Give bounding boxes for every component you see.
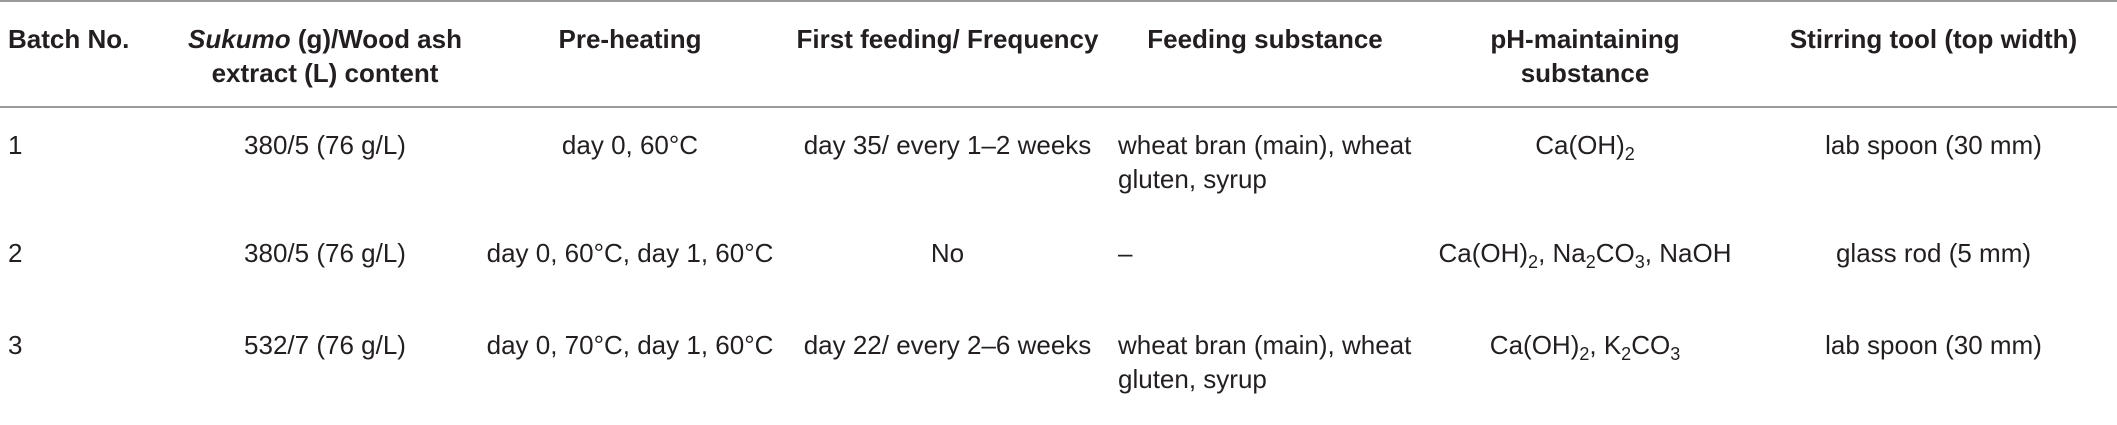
header-row: Batch No. Sukumo (g)/Wood ash extract (L… (0, 1, 2117, 107)
ph-subscript: 3 (1634, 252, 1645, 272)
cell-ph-substance: Ca(OH)2, K2CO3 (1420, 318, 1750, 410)
table-row: 3 532/7 (76 g/L) day 0, 70°C, day 1, 60°… (0, 318, 2117, 410)
cell-stirring-tool: lab spoon (30 mm) (1825, 130, 2042, 160)
header-sukumo-italic: Sukumo (188, 24, 291, 54)
ph-compound: Ca(OH) (1489, 330, 1580, 360)
cell-feeding-substance: wheat bran (main), wheat gluten, syrup (1118, 330, 1412, 394)
vat-batch-table: Batch No. Sukumo (g)/Wood ash extract (L… (0, 1, 2117, 410)
cell-ph-substance: Ca(OH)2, Na2CO3, NaOH (1420, 226, 1750, 318)
header-first-feeding: First feeding/ Frequency (796, 24, 1099, 54)
header-ph-substance: pH-maintaining substance (1490, 24, 1680, 88)
cell-preheating: day 0, 60°C (561, 130, 699, 160)
ph-separator: , (1644, 238, 1660, 268)
ph-separator: , (1589, 330, 1604, 360)
ph-compound: Na (1552, 238, 1586, 268)
cell-batch: 1 (8, 130, 23, 160)
cell-stirring-tool: glass rod (5 mm) (1835, 238, 2032, 268)
cell-sukumo: 380/5 (76 g/L) (244, 130, 406, 160)
ph-subscript: 2 (1528, 252, 1539, 272)
cell-feeding-substance: – (1118, 238, 1133, 268)
cell-stirring-tool: lab spoon (30 mm) (1825, 330, 2042, 360)
cell-sukumo: 532/7 (76 g/L) (244, 330, 406, 360)
header-stirring-tool: Stirring tool (top width) (1789, 24, 2078, 54)
cell-batch: 3 (8, 330, 23, 360)
cell-feeding-substance: wheat bran (main), wheat gluten, syrup (1118, 130, 1412, 194)
table-row: 2 380/5 (76 g/L) day 0, 60°C, day 1, 60°… (0, 226, 2117, 318)
cell-first-feeding: day 35/ every 1–2 weeks (803, 130, 1092, 160)
ph-compound: K (1603, 330, 1622, 360)
ph-subscript: 2 (1585, 252, 1596, 272)
ph-compound: NaOH (1659, 238, 1732, 268)
cell-sukumo: 380/5 (76 g/L) (244, 238, 406, 268)
table-body: 1 380/5 (76 g/L) day 0, 60°C day 35/ eve… (0, 107, 2117, 410)
header-feeding-substance: Feeding substance (1147, 24, 1383, 54)
ph-compound-tail: CO (1631, 330, 1671, 360)
ph-subscript: 2 (1621, 344, 1632, 364)
ph-subscript: 3 (1670, 344, 1681, 364)
header-sukumo-rest: (g)/Wood ash extract (L) content (211, 24, 462, 88)
ph-subscript: 2 (1624, 144, 1635, 164)
cell-preheating: day 0, 60°C, day 1, 60°C (486, 238, 774, 268)
ph-separator: , (1538, 238, 1553, 268)
cell-batch: 2 (8, 238, 23, 268)
cell-first-feeding: No (930, 238, 965, 268)
table-row: 1 380/5 (76 g/L) day 0, 60°C day 35/ eve… (0, 107, 2117, 226)
ph-compound-tail: CO (1595, 238, 1635, 268)
header-sukumo-content: Sukumo (g)/Wood ash extract (L) content (175, 1, 475, 107)
cell-ph-substance: Ca(OH)2 (1420, 107, 1750, 226)
ph-subscript: 2 (1579, 344, 1590, 364)
cell-preheating: day 0, 70°C, day 1, 60°C (486, 330, 774, 360)
ph-compound: Ca(OH) (1438, 238, 1529, 268)
header-preheating: Pre-heating (558, 24, 702, 54)
cell-first-feeding: day 22/ every 2–6 weeks (803, 330, 1092, 360)
ph-compound: Ca(OH) (1535, 130, 1625, 160)
header-batch-no: Batch No. (8, 24, 130, 54)
table-header: Batch No. Sukumo (g)/Wood ash extract (L… (0, 1, 2117, 107)
